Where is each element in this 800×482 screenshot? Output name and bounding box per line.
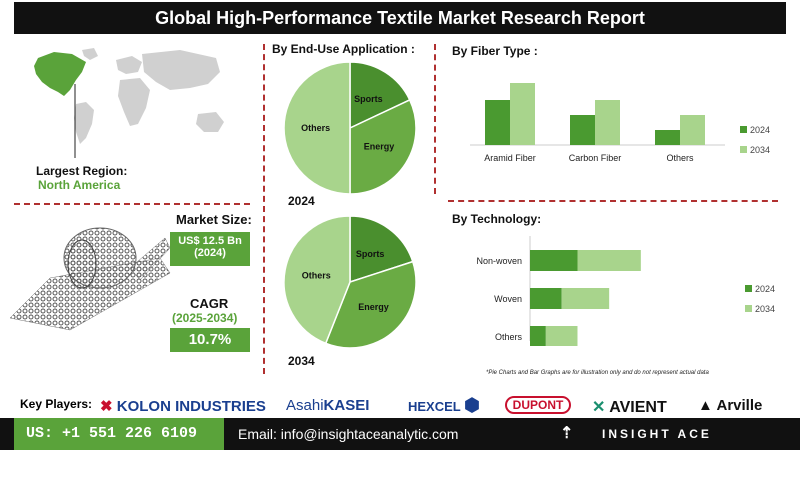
pie-label-others: Others — [302, 271, 331, 281]
footnote: *Pie Charts and Bar Graphs are for illus… — [486, 370, 709, 376]
fiber-legend-swatch-2034 — [740, 146, 747, 153]
market-size-box: US$ 12.5 Bn (2024) — [170, 232, 250, 266]
tech-legend-label-2024: 2024 — [755, 284, 775, 294]
phone-number[interactable]: US: +1 551 226 6109 — [14, 418, 224, 450]
pie-slice-others — [283, 215, 351, 345]
pie-label-energy: Energy — [364, 141, 395, 151]
fiber-bar-carbon-fiber-2034 — [595, 100, 620, 145]
fiber-legend-swatch-2024 — [740, 126, 747, 133]
tech-bar-non-woven-2024 — [530, 250, 578, 271]
mesh-roll-end — [67, 239, 97, 289]
title-bar: Global High-Performance Textile Market R… — [0, 0, 800, 36]
technology-bar-chart: Non-woven Woven Others 2024 2034 — [476, 236, 775, 346]
map-north-america — [34, 52, 86, 96]
pie-slice-sports — [349, 215, 414, 284]
tech-legend-label-2034: 2034 — [755, 304, 775, 314]
pie-label-sports: Sports — [356, 249, 385, 259]
tech-bar-woven-2024 — [530, 288, 562, 309]
email-address[interactable]: Email: info@insightaceanalytic.com — [238, 426, 459, 442]
market-size-value: US$ 12.5 Bn — [178, 235, 242, 247]
fiber-bar-carbon-fiber-2024 — [570, 115, 595, 145]
largest-region-value: North America — [38, 178, 121, 192]
mesh-sheet — [10, 257, 171, 331]
textile-illustration — [10, 227, 171, 331]
fiber-category-label: Carbon Fiber — [569, 153, 622, 163]
divider-right-horizontal — [448, 200, 778, 202]
tech-bar-others-2034 — [545, 326, 578, 346]
cagr-value: 10.7% — [188, 331, 232, 348]
logo-hexcel-text: HEXCEL — [408, 399, 461, 414]
tech-legend-swatch-2034 — [745, 305, 752, 312]
map-europe — [116, 56, 142, 74]
arville-icon: ▲ — [698, 397, 713, 414]
logo-dupont: DUPONT — [505, 396, 571, 414]
fiber-legend-label-2024: 2024 — [750, 125, 770, 135]
pie-2024-year-label: 2024 — [288, 194, 315, 208]
fiber-bar-others-2034 — [680, 115, 705, 145]
fiber-bar-others-2024 — [655, 130, 680, 145]
page-title: Global High-Performance Textile Market R… — [14, 2, 786, 34]
logo-avient: ✕ AVIENT — [592, 397, 667, 417]
pie-chart-2034: Sports Energy Others — [283, 215, 417, 349]
market-size-year: (2024) — [194, 247, 226, 259]
logo-dupont-text: DUPONT — [512, 398, 564, 412]
world-map — [34, 48, 224, 158]
logo-avient-text: AVIENT — [609, 399, 667, 416]
logo-arville-text: Arville — [716, 397, 763, 414]
market-size-label: Market Size: — [176, 212, 252, 227]
tech-bar-non-woven-2034 — [577, 250, 641, 271]
pie-slice-energy — [349, 98, 417, 195]
technology-section-label: By Technology: — [452, 212, 542, 226]
pie-label-sports: Sports — [354, 94, 383, 104]
brand-icon: ⇡ — [560, 425, 574, 442]
map-africa — [118, 78, 150, 126]
logo-kolon-text: KOLON INDUSTRIES — [116, 398, 266, 415]
tech-bar-woven-2034 — [561, 288, 610, 309]
divider-left — [263, 44, 265, 374]
end-use-section-label: By End-Use Application : — [272, 42, 415, 56]
pie-slice-energy — [324, 260, 417, 349]
fiber-category-label: Aramid Fiber — [484, 153, 536, 163]
pie-label-others: Others — [301, 123, 330, 133]
logo-asahi: AsahiKASEI — [286, 397, 369, 414]
hexcel-hexagon-icon: ⬢ — [464, 395, 480, 415]
pie-slice-sports — [349, 61, 411, 130]
fiber-bar-aramid-fiber-2034 — [510, 83, 535, 145]
tech-bar-others-2024 — [530, 326, 546, 346]
pie-label-energy: Energy — [358, 302, 389, 312]
pie-2034-year-label: 2034 — [288, 354, 315, 368]
logo-arville: ▲ Arville — [698, 397, 762, 414]
map-asia — [142, 50, 220, 90]
cagr-box: 10.7% — [170, 328, 250, 352]
fiber-bar-aramid-fiber-2024 — [485, 100, 510, 145]
brand-name: INSIGHT ACE ANALYTIC — [602, 427, 712, 473]
logo-kasei-text: KASEI — [323, 397, 370, 414]
pie-chart-2024: Sports Energy Others — [283, 61, 417, 195]
avient-icon: ✕ — [592, 399, 606, 416]
logo-kolon: ✖ KOLON INDUSTRIES — [100, 397, 266, 415]
fiber-legend-label-2034: 2034 — [750, 145, 770, 155]
fiber-category-label: Others — [666, 153, 694, 163]
tech-category-label: Woven — [494, 294, 522, 304]
cagr-label: CAGR — [190, 296, 229, 311]
tech-category-label: Non-woven — [476, 256, 522, 266]
cagr-period: (2025-2034) — [172, 311, 238, 325]
kolon-icon: ✖ — [100, 398, 113, 415]
map-south-america — [74, 102, 94, 144]
divider-right — [434, 44, 436, 194]
logo-hexcel: HEXCEL ⬢ — [408, 395, 480, 416]
fiber-section-label: By Fiber Type : — [452, 44, 538, 58]
largest-region-label: Largest Region: — [36, 164, 128, 178]
logo-asahi-text: Asahi — [286, 397, 324, 414]
tech-legend-swatch-2024 — [745, 285, 752, 292]
pie-slice-others — [283, 61, 351, 195]
key-players-label: Key Players: — [20, 397, 93, 411]
fiber-type-bar-chart: Aramid Fiber Carbon Fiber Others 2024 2034 — [470, 83, 770, 163]
map-greenland — [82, 48, 98, 60]
divider-left-horizontal — [14, 203, 250, 205]
map-australia — [196, 112, 224, 132]
tech-category-label: Others — [495, 332, 523, 342]
